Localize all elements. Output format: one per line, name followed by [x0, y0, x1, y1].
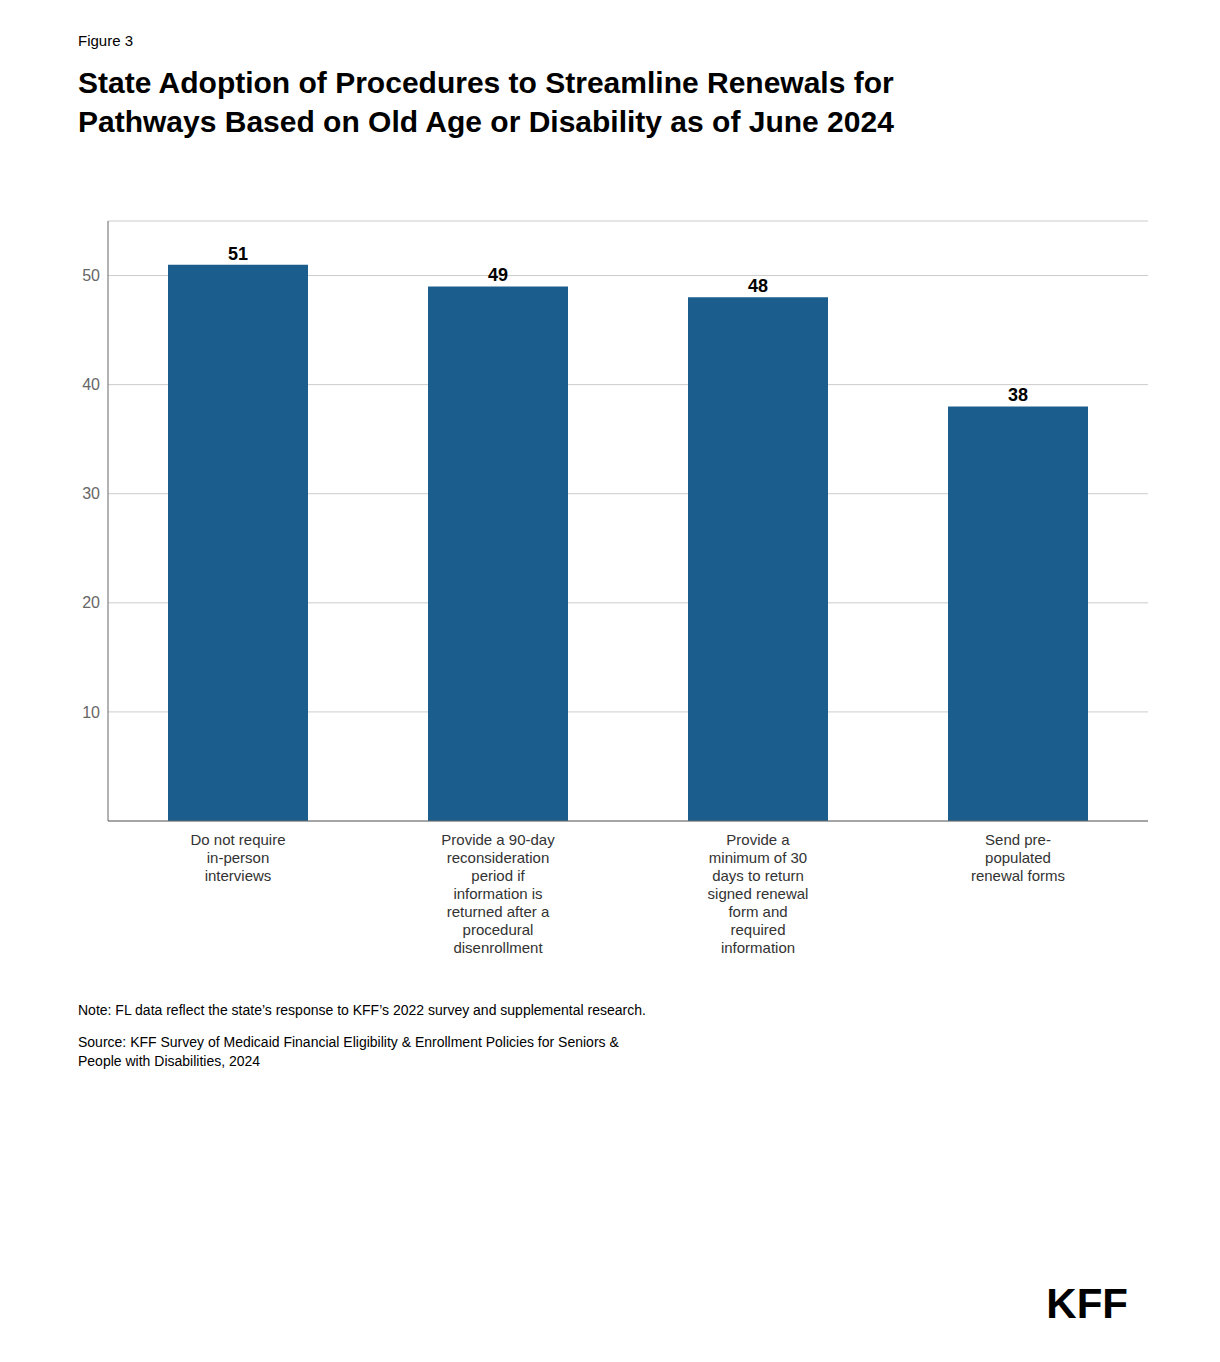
svg-text:40: 40 [82, 376, 100, 393]
svg-text:51: 51 [228, 244, 248, 264]
svg-text:20: 20 [82, 594, 100, 611]
svg-text:50: 50 [82, 267, 100, 284]
html-text:State Adoption of Procedures t: State Adoption of Procedures to Streamli… [78, 66, 894, 138]
svg-text:Send pre-populatedrenewal form: Send pre-populatedrenewal forms [971, 831, 1065, 884]
svg-text:30: 30 [82, 485, 100, 502]
html-text:Figure 3: Figure 3 [78, 32, 133, 49]
svg-text:49: 49 [488, 265, 508, 285]
svg-text:Do not requirein-personintervi: Do not requirein-personinterviews [190, 831, 285, 884]
html-text:Source: KFF Survey of Medicaid: Source: KFF Survey of Medicaid Financial… [78, 1033, 619, 1070]
svg-text:Provide aminimum of 30days to: Provide aminimum of 30days to returnsign… [708, 831, 809, 956]
svg-text:48: 48 [748, 276, 768, 296]
html-text:KFF: KFF [1046, 1280, 1128, 1327]
svg-text:10: 10 [82, 704, 100, 721]
svg-text:38: 38 [1008, 385, 1028, 405]
html-text:Note: FL data reflect the stat: Note: FL data reflect the state’s respon… [78, 1002, 646, 1018]
svg-text:Provide a 90-dayreconsideratio: Provide a 90-dayreconsiderationperiod if… [441, 831, 555, 956]
